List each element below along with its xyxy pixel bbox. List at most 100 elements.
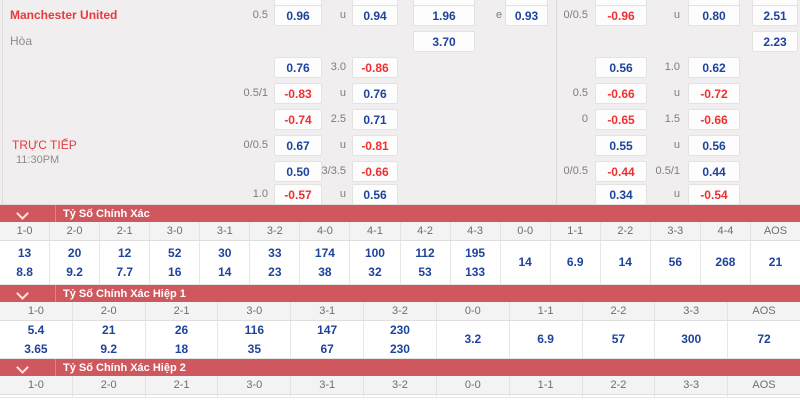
- score-odds-cell[interactable]: [144, 395, 218, 397]
- score-odds-value[interactable]: 21: [102, 322, 116, 337]
- score-odds-value[interactable]: 147: [317, 322, 338, 337]
- score-odds-value[interactable]: 57: [611, 332, 626, 346]
- score-odds-cell[interactable]: [363, 395, 436, 397]
- odds-value-cell[interactable]: 0.34: [595, 184, 647, 205]
- score-odds-cell[interactable]: 72: [727, 321, 800, 358]
- score-odds-value[interactable]: 52: [168, 245, 182, 260]
- chevron-down-icon[interactable]: [16, 207, 29, 220]
- score-odds-value[interactable]: 56: [668, 255, 683, 269]
- score-odds-cell[interactable]: 112 53: [399, 241, 450, 284]
- odds-value-cell[interactable]: 0.44: [688, 161, 740, 182]
- score-odds-cell[interactable]: [581, 395, 655, 397]
- odds-value-cell[interactable]: 3.70: [413, 31, 475, 52]
- score-odds-cell[interactable]: 147 67: [290, 321, 363, 358]
- chevron-down-icon[interactable]: [16, 287, 29, 300]
- score-odds-value[interactable]: 53: [418, 264, 432, 279]
- score-odds-value[interactable]: 14: [218, 264, 232, 279]
- score-odds-cell[interactable]: 57: [581, 321, 655, 358]
- odds-value-cell[interactable]: 0.56: [352, 184, 398, 205]
- odds-value-cell[interactable]: -0.81: [352, 135, 398, 156]
- score-odds-cell[interactable]: 100 32: [349, 241, 399, 284]
- chevron-down-icon[interactable]: [16, 361, 29, 374]
- score-odds-value[interactable]: 20: [67, 245, 82, 260]
- score-odds-cell[interactable]: 13 8.8: [0, 241, 49, 284]
- score-odds-cell[interactable]: 56: [649, 241, 700, 284]
- score-odds-value[interactable]: 30: [218, 245, 232, 260]
- home-team-name[interactable]: Manchester United: [10, 8, 118, 22]
- score-odds-value[interactable]: 23: [268, 264, 282, 279]
- odds-value-cell[interactable]: -0.66: [352, 161, 398, 182]
- odds-value-cell[interactable]: 0.71: [352, 109, 398, 130]
- score-odds-cell[interactable]: [0, 395, 72, 397]
- odds-value-cell[interactable]: 2.51: [752, 5, 798, 26]
- score-odds-cell[interactable]: 33 23: [249, 241, 299, 284]
- odds-value-cell[interactable]: -0.44: [595, 161, 647, 182]
- odds-value-cell[interactable]: 0.80: [688, 5, 740, 26]
- collapse-toggle[interactable]: [0, 285, 56, 302]
- score-odds-value[interactable]: 230: [389, 341, 410, 356]
- odds-value-cell[interactable]: 0.76: [274, 57, 322, 78]
- score-odds-cell[interactable]: 230 230: [363, 321, 436, 358]
- odds-value-cell[interactable]: -0.54: [688, 184, 740, 205]
- score-odds-cell[interactable]: 6.9: [508, 321, 582, 358]
- score-odds-value[interactable]: 5.4: [27, 322, 45, 337]
- odds-value-cell[interactable]: -0.65: [595, 109, 647, 130]
- odds-value-cell[interactable]: -0.83: [274, 83, 322, 104]
- odds-value-cell[interactable]: 0.55: [595, 135, 647, 156]
- score-odds-value[interactable]: 195: [465, 245, 486, 260]
- odds-value-cell[interactable]: 0.56: [595, 57, 647, 78]
- score-odds-cell[interactable]: 3.2: [435, 321, 509, 358]
- score-odds-cell[interactable]: 174 38: [299, 241, 349, 284]
- score-odds-value[interactable]: 67: [320, 341, 334, 356]
- score-odds-value[interactable]: 9.2: [100, 341, 118, 356]
- score-odds-value[interactable]: 16: [168, 264, 182, 279]
- score-odds-value[interactable]: 35: [247, 341, 262, 356]
- score-odds-cell[interactable]: 268: [699, 241, 750, 284]
- score-odds-cell[interactable]: 52 16: [149, 241, 199, 284]
- score-odds-value[interactable]: 8.8: [16, 264, 33, 279]
- score-odds-value[interactable]: 14: [518, 255, 532, 269]
- score-odds-value[interactable]: 116: [244, 322, 265, 337]
- score-odds-cell[interactable]: [435, 395, 509, 397]
- score-odds-value[interactable]: 3.65: [24, 341, 48, 356]
- score-odds-value[interactable]: 32: [368, 264, 382, 279]
- odds-value-cell[interactable]: 0.94: [352, 5, 398, 26]
- section-header[interactable]: Tỷ Số Chính Xác: [0, 205, 800, 222]
- score-odds-cell[interactable]: 6.9: [549, 241, 600, 284]
- score-odds-value[interactable]: 12: [117, 245, 132, 260]
- odds-value-cell[interactable]: 0.93: [505, 5, 548, 26]
- score-odds-cell[interactable]: [727, 395, 800, 397]
- score-odds-value[interactable]: 133: [465, 264, 486, 279]
- score-odds-cell[interactable]: 21 9.2: [71, 321, 145, 358]
- odds-value-cell[interactable]: 0.62: [688, 57, 740, 78]
- score-odds-value[interactable]: 3.2: [464, 332, 482, 346]
- odds-value-cell[interactable]: -0.57: [274, 184, 322, 205]
- odds-value-cell[interactable]: 1.96: [413, 5, 475, 26]
- score-odds-cell[interactable]: [71, 395, 145, 397]
- score-odds-value[interactable]: 6.9: [537, 332, 554, 346]
- score-odds-cell[interactable]: 21: [749, 241, 800, 284]
- score-odds-cell[interactable]: 20 9.2: [49, 241, 99, 284]
- score-odds-cell[interactable]: 14: [599, 241, 650, 284]
- section-header[interactable]: Tỷ Số Chính Xác Hiệp 1: [0, 285, 800, 302]
- score-odds-value[interactable]: 300: [681, 332, 702, 346]
- score-odds-cell[interactable]: 5.4 3.65: [0, 321, 72, 358]
- score-odds-value[interactable]: 100: [364, 245, 385, 260]
- score-odds-value[interactable]: 18: [174, 341, 189, 356]
- section-header[interactable]: Tỷ Số Chính Xác Hiệp 2: [0, 359, 800, 376]
- score-odds-value[interactable]: 9.2: [66, 264, 83, 279]
- odds-value-cell[interactable]: -0.74: [274, 109, 322, 130]
- odds-value-cell[interactable]: 0.50: [274, 161, 322, 182]
- odds-value-cell[interactable]: -0.86: [352, 57, 398, 78]
- collapse-toggle[interactable]: [0, 205, 56, 222]
- odds-value-cell[interactable]: 0.96: [274, 5, 322, 26]
- score-odds-value[interactable]: 33: [268, 245, 282, 260]
- score-odds-value[interactable]: 14: [618, 255, 632, 269]
- score-odds-cell[interactable]: [654, 395, 727, 397]
- score-odds-value[interactable]: 6.9: [566, 255, 584, 269]
- score-odds-cell[interactable]: 195 133: [449, 241, 500, 284]
- score-odds-cell[interactable]: [290, 395, 363, 397]
- score-odds-cell[interactable]: 14: [499, 241, 550, 284]
- odds-value-cell[interactable]: -0.66: [595, 83, 647, 104]
- odds-value-cell[interactable]: -0.72: [688, 83, 740, 104]
